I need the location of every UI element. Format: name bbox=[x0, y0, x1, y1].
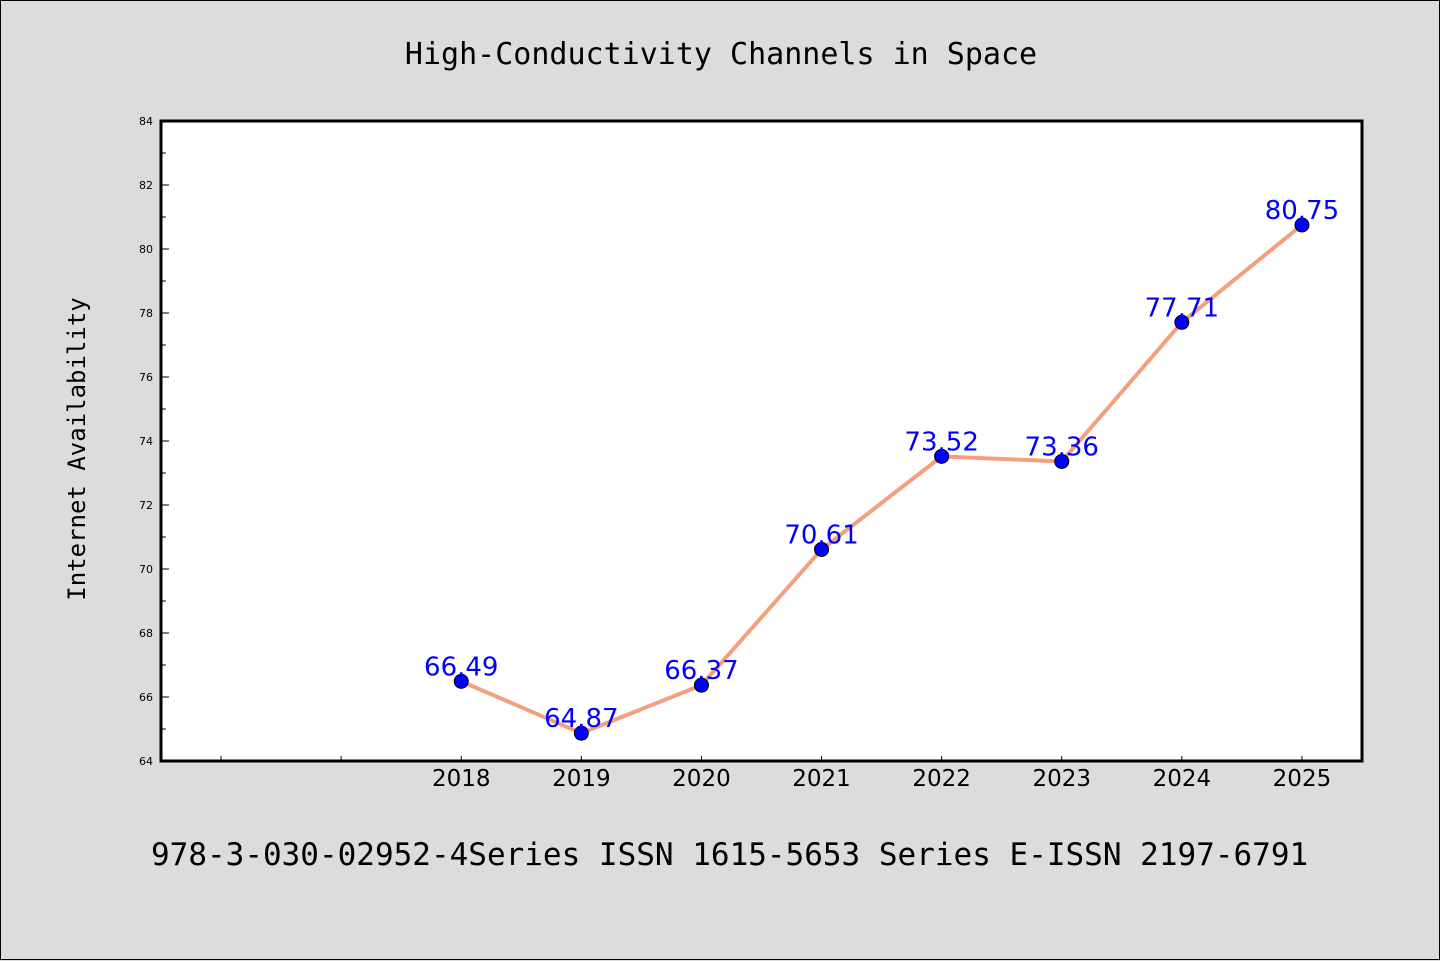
x-tick-label: 2024 bbox=[1153, 766, 1212, 792]
y-tick-label: 72 bbox=[139, 499, 153, 512]
x-tick-label: 2023 bbox=[1032, 766, 1091, 792]
y-tick-label: 80 bbox=[139, 243, 153, 256]
series-line-group bbox=[453, 217, 1310, 741]
y-tick-label: 68 bbox=[139, 627, 153, 640]
data-labels-group: 66.49 64.87 66.37 70.61 73.52 73.36 77.71 80.75 bbox=[424, 196, 1339, 734]
data-point-marker bbox=[573, 725, 589, 741]
plot-area bbox=[159, 119, 1364, 763]
y-tick-label: 76 bbox=[139, 371, 153, 384]
x-tick-label: 2020 bbox=[672, 766, 731, 792]
x-tick-label: 2022 bbox=[912, 766, 971, 792]
y-axis-label: Internet Availability bbox=[63, 297, 91, 600]
data-point-marker bbox=[693, 677, 709, 693]
x-tick-label: 2018 bbox=[432, 766, 491, 792]
footer-isbn-text: 978-3-030-02952-4Series ISSN 1615-5653 S… bbox=[151, 837, 1308, 873]
y-tick-label: 70 bbox=[139, 563, 153, 576]
y-tick-label: 82 bbox=[139, 179, 153, 192]
data-point-marker bbox=[934, 448, 950, 464]
data-label: 73.36 bbox=[1025, 432, 1099, 462]
data-label: 77.71 bbox=[1145, 293, 1219, 323]
x-axis-ticks: 2018 2019 2020 2021 2022 2023 2024 2025 bbox=[220, 756, 1332, 792]
data-point-marker bbox=[1174, 314, 1190, 330]
data-point-marker bbox=[1294, 217, 1310, 233]
data-label: 70.61 bbox=[784, 520, 858, 550]
x-tick-label: 2019 bbox=[552, 766, 611, 792]
data-label: 73.52 bbox=[904, 427, 978, 457]
data-point-marker bbox=[453, 673, 469, 689]
series-line bbox=[459, 223, 1304, 736]
data-label: 80.75 bbox=[1265, 196, 1339, 226]
data-label: 64.87 bbox=[544, 704, 618, 734]
data-label: 66.49 bbox=[424, 652, 498, 682]
chart-title: High-Conductivity Channels in Space bbox=[405, 37, 1037, 72]
data-point-marker bbox=[814, 541, 830, 557]
x-tick-label: 2025 bbox=[1273, 766, 1332, 792]
y-tick-label: 84 bbox=[139, 115, 153, 128]
data-point-marker bbox=[1054, 453, 1070, 469]
x-tick-label: 2021 bbox=[792, 766, 851, 792]
y-tick-label: 74 bbox=[139, 435, 153, 448]
data-label: 66.37 bbox=[664, 656, 738, 686]
y-axis-ticks: 64 66 68 70 72 74 76 78 80 82 84 bbox=[139, 115, 169, 768]
y-tick-label: 64 bbox=[139, 755, 153, 768]
y-tick-label: 78 bbox=[139, 307, 153, 320]
y-tick-label: 66 bbox=[139, 691, 153, 704]
